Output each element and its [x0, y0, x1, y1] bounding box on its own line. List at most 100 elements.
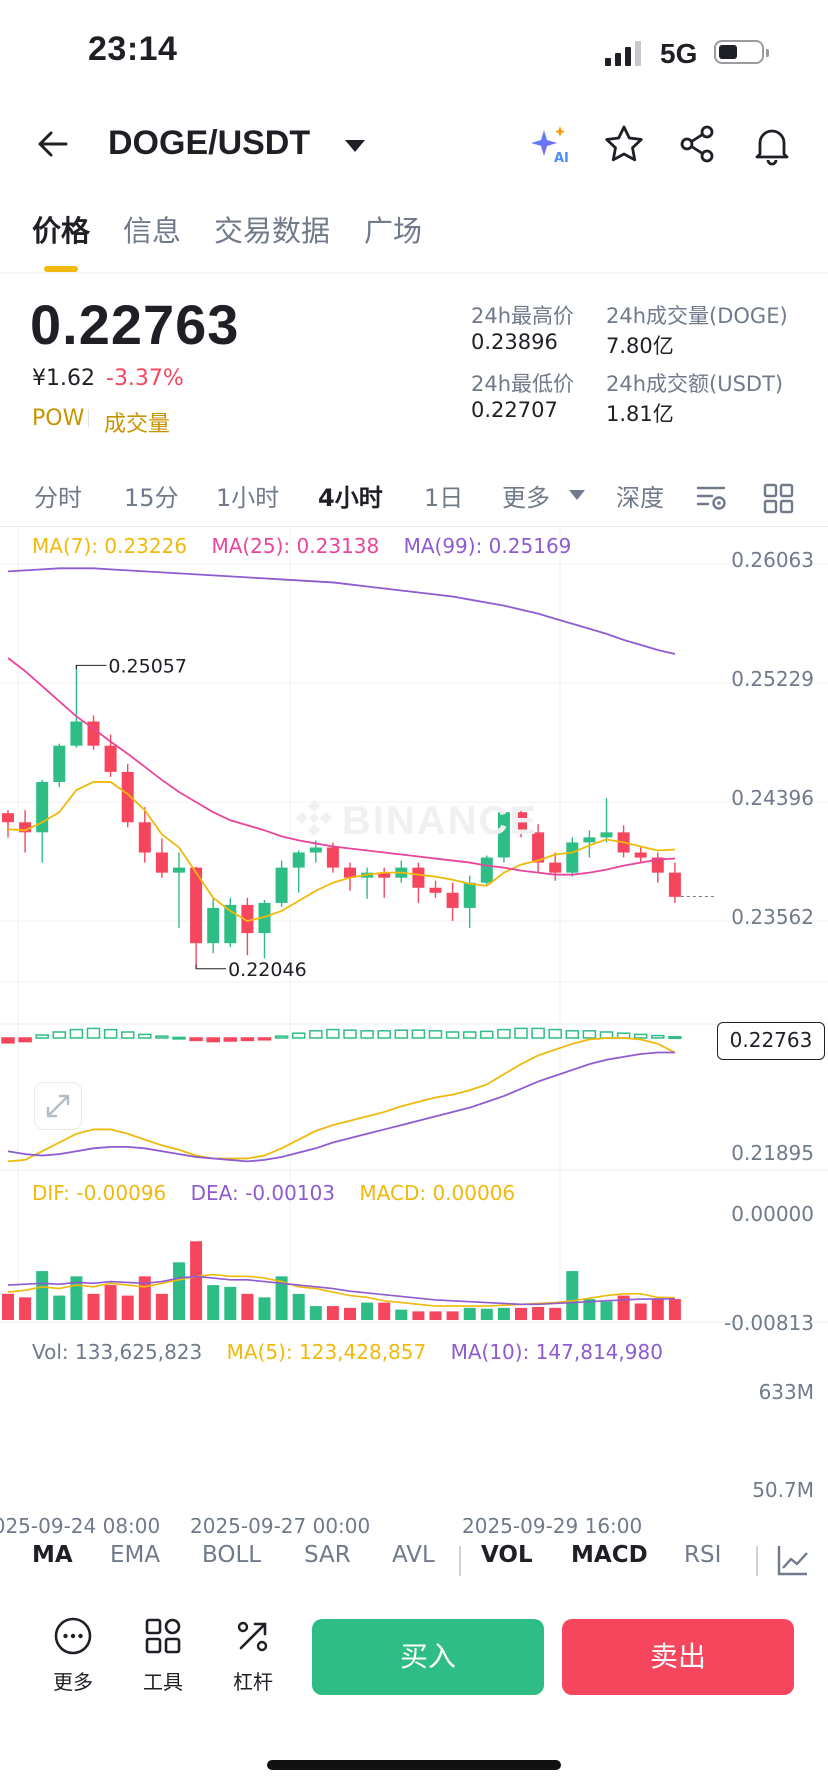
tab-info[interactable]: 信息 — [123, 214, 182, 248]
sell-button[interactable]: 卖出 — [562, 1619, 794, 1695]
chart-top-border — [0, 526, 828, 527]
candle-body — [344, 867, 356, 878]
candle-body — [190, 867, 203, 944]
volume-bar — [292, 1293, 305, 1320]
macd-histogram-bar — [343, 1029, 357, 1039]
indicator-avl[interactable]: AVL — [392, 1542, 435, 1568]
legend-ma25: MA(25): 0.23138 — [211, 534, 380, 558]
buy-button[interactable]: 买入 — [312, 1619, 544, 1695]
layout-grid-icon[interactable] — [760, 480, 796, 516]
macd-histogram-bar — [462, 1031, 477, 1039]
more-dots-icon — [54, 1617, 92, 1655]
x-tick: 2025-09-24 08:00 — [0, 1514, 161, 1538]
volume-bar — [87, 1293, 100, 1320]
tab-square[interactable]: 广场 — [364, 214, 423, 248]
macd-histogram-bar — [291, 1032, 306, 1039]
candle-body — [583, 837, 596, 843]
candle-body — [87, 721, 100, 746]
min-marker-line — [195, 964, 227, 970]
interval-15m[interactable]: 15分 — [124, 484, 179, 512]
indicator-ema[interactable]: EMA — [110, 1542, 161, 1568]
volume-bar — [651, 1298, 664, 1320]
volume-bar — [275, 1276, 288, 1320]
tab-trading-data[interactable]: 交易数据 — [214, 214, 331, 248]
last-price-marker: 0.22763 — [717, 1022, 825, 1060]
indicator-rsi[interactable]: RSI — [684, 1542, 722, 1568]
interval-1d[interactable]: 1日 — [424, 484, 464, 512]
y-tick: 0.26063 — [731, 548, 814, 572]
interval-1h[interactable]: 1小时 — [216, 484, 280, 512]
price-change-percent: -3.37% — [106, 366, 184, 391]
candle-body — [2, 813, 14, 823]
volume-bar — [412, 1311, 425, 1320]
leverage-label: 杠杆 — [233, 1670, 273, 1694]
indicator-vol[interactable]: VOL — [481, 1542, 533, 1568]
indicator-separator — [756, 1546, 758, 1576]
indicator-macd[interactable]: MACD — [571, 1542, 648, 1568]
macd-histogram-bar — [240, 1037, 255, 1042]
cny-price: ¥1.62 — [32, 366, 95, 391]
indicator-settings-icon[interactable] — [775, 1542, 811, 1578]
kline-chart[interactable]: 0.25057 0.22046 — [0, 526, 828, 1526]
candle-body — [668, 872, 681, 897]
tools-label: 工具 — [143, 1670, 183, 1694]
candle-body — [53, 745, 66, 782]
macd-histogram-bar — [514, 1027, 528, 1039]
caret-down-icon[interactable] — [345, 140, 365, 152]
candle-body — [532, 832, 545, 863]
more-label: 更多 — [53, 1670, 93, 1694]
macd-histogram-bar — [668, 1036, 682, 1040]
macd-histogram-bar — [18, 1037, 32, 1043]
watermark: BINANCE — [292, 796, 538, 844]
volume-bar — [104, 1285, 117, 1320]
candle-body — [549, 862, 562, 873]
low-value: 0.22707 — [471, 398, 558, 422]
macd-dif-line — [7, 1037, 676, 1163]
depth-tab[interactable]: 深度 — [616, 484, 664, 512]
leverage-button[interactable]: 杠杆 — [218, 1616, 288, 1695]
volume-ma10-line — [7, 1275, 675, 1306]
indicator-sar[interactable]: SAR — [304, 1542, 351, 1568]
ai-sparkle-icon[interactable]: AI — [528, 122, 572, 166]
back-arrow-icon[interactable] — [32, 122, 76, 166]
volume-bar — [121, 1295, 134, 1320]
volume-quote-value: 1.81亿 — [606, 402, 674, 426]
candle-body — [224, 904, 237, 944]
volume-ma5-line — [7, 1273, 675, 1307]
high-value: 0.23896 — [471, 330, 558, 354]
tab-price[interactable]: 价格 — [32, 214, 91, 248]
indicator-selector: MA EMA BOLL SAR AVL VOL MACD RSI — [0, 1542, 828, 1590]
volume-bar — [497, 1307, 510, 1320]
interval-more[interactable]: 更多 — [502, 484, 550, 512]
candle-body — [121, 771, 134, 823]
battery-icon — [714, 40, 769, 64]
tools-button[interactable]: 工具 — [128, 1616, 198, 1695]
macd-histogram-bar — [138, 1033, 152, 1039]
candle-body — [412, 867, 425, 888]
star-icon[interactable] — [602, 122, 646, 166]
ma-line-ma7 — [7, 781, 675, 922]
share-icon[interactable] — [676, 122, 720, 166]
ma-line-ma99 — [7, 567, 676, 655]
tag-pow[interactable]: POW — [32, 406, 85, 431]
macd-histogram-bar — [394, 1029, 409, 1039]
more-caret-icon[interactable] — [569, 490, 585, 500]
expand-fullscreen-icon[interactable] — [34, 1082, 82, 1130]
volume-bar — [566, 1271, 579, 1320]
indicator-boll[interactable]: BOLL — [202, 1542, 262, 1568]
candle-body — [104, 745, 117, 772]
chart-settings-icon[interactable] — [694, 480, 730, 516]
macd-histogram-bar — [565, 1030, 580, 1039]
more-button[interactable]: 更多 — [38, 1616, 108, 1695]
interval-time[interactable]: 分时 — [34, 484, 82, 512]
volume-bar — [429, 1311, 442, 1320]
indicator-ma[interactable]: MA — [32, 1542, 73, 1568]
bell-icon[interactable] — [750, 122, 794, 166]
tag-volume[interactable]: 成交量 — [104, 412, 171, 437]
svg-text:AI: AI — [554, 151, 569, 166]
candle-body — [515, 812, 527, 833]
volume-bar — [70, 1276, 83, 1320]
pair-title[interactable]: DOGE/USDT — [108, 124, 311, 162]
interval-4h[interactable]: 4小时 — [318, 484, 383, 512]
candle-body — [292, 852, 305, 868]
